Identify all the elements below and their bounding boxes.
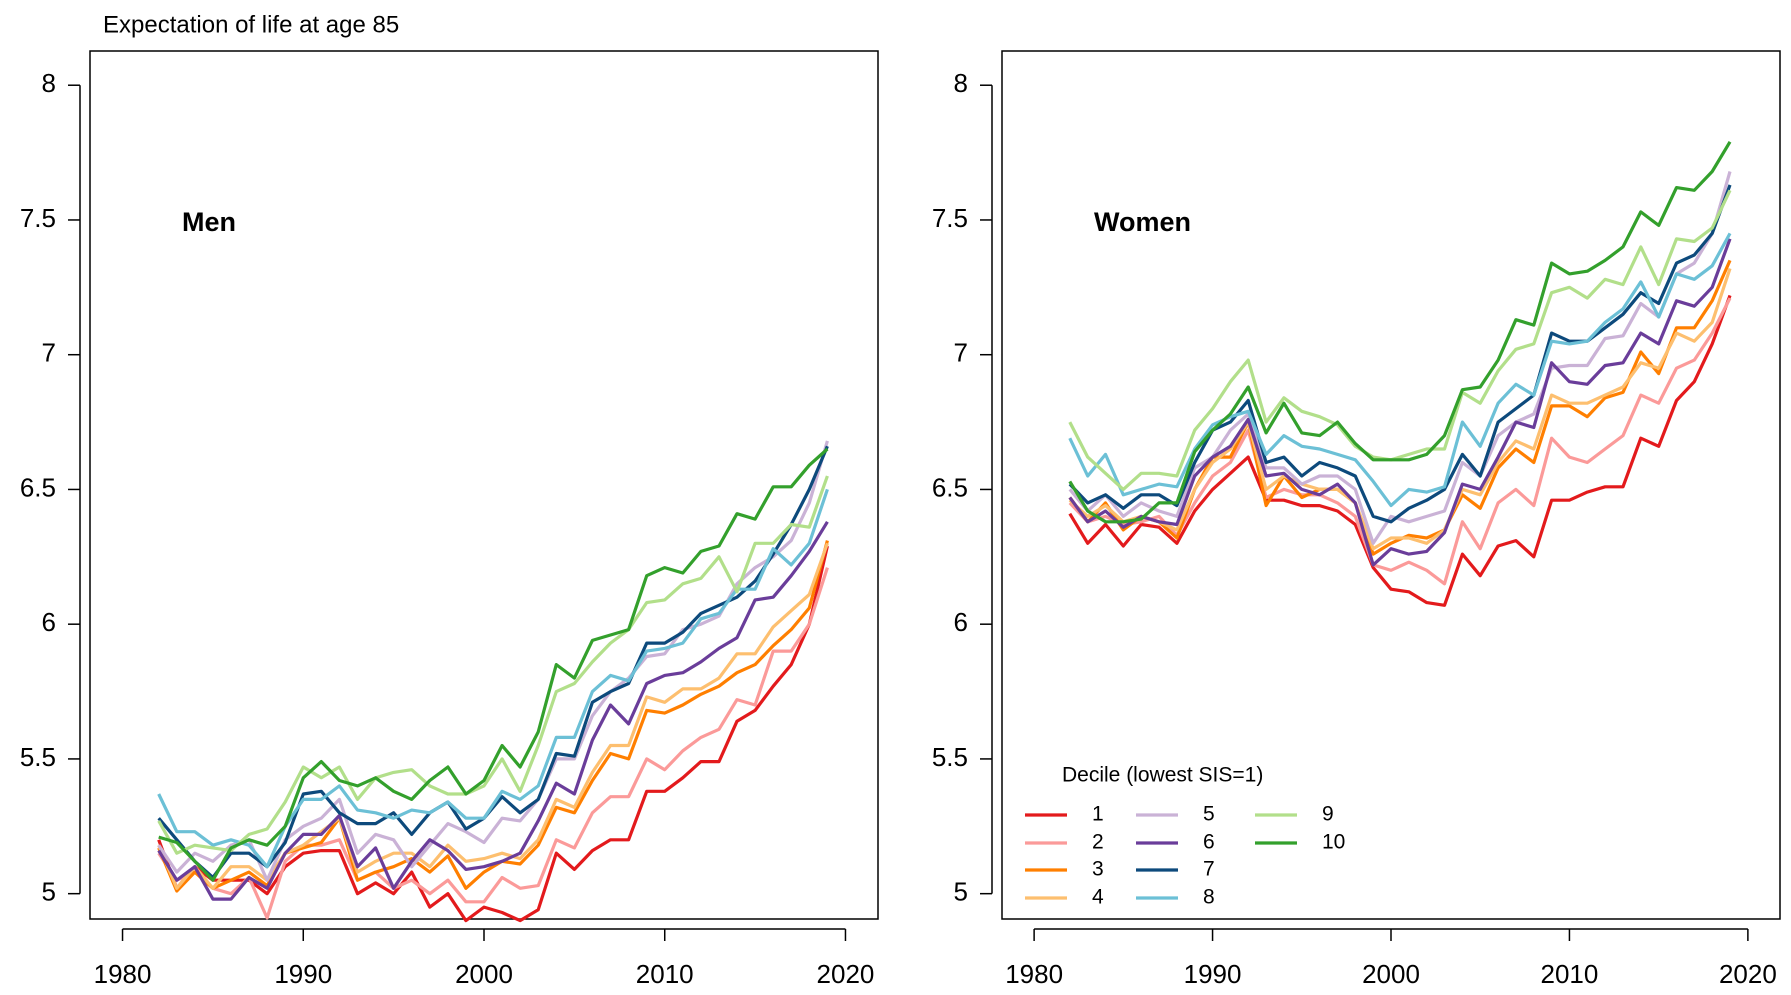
x-tick-label: 2000	[455, 959, 513, 989]
x-tick-label: 2020	[817, 959, 875, 989]
legend-label: 9	[1322, 803, 1334, 826]
legend-label: 4	[1092, 886, 1104, 909]
y-tick-label: 5.5	[932, 742, 968, 772]
series-line	[1068, 232, 1732, 508]
series-line	[157, 520, 829, 901]
legend-label: 1	[1092, 803, 1104, 826]
y-tick-label: 8	[42, 68, 56, 98]
series-line	[1068, 238, 1732, 567]
y-tick-label: 5	[42, 877, 56, 907]
legend-label: 8	[1203, 886, 1215, 909]
x-tick-label: 2010	[1541, 959, 1599, 989]
y-tick-label: 8	[954, 68, 968, 98]
legend-label: 7	[1203, 858, 1215, 881]
chart-title: Expectation of life at age 85	[103, 11, 399, 38]
series-line	[1068, 294, 1732, 607]
legend-label: 10	[1322, 831, 1345, 854]
x-tick-label: 1980	[94, 959, 152, 989]
x-tick-label: 1990	[1184, 959, 1242, 989]
series-line	[158, 447, 829, 882]
x-tick-label: 1990	[274, 959, 332, 989]
legend-label: 3	[1092, 858, 1104, 881]
y-tick-label: 7.5	[20, 203, 56, 233]
series-line	[157, 440, 829, 882]
plot-frame	[89, 50, 879, 920]
series-line	[1068, 140, 1732, 524]
series-line	[1068, 171, 1732, 545]
y-tick-label: 6	[954, 607, 968, 637]
panel-label: Women	[1094, 207, 1191, 237]
series-line	[157, 545, 829, 923]
legend-label: 2	[1092, 831, 1104, 854]
series-line	[157, 445, 829, 880]
series-line	[1068, 189, 1732, 491]
series-line	[157, 567, 829, 920]
y-tick-label: 6.5	[20, 472, 56, 502]
legend-label: 6	[1203, 831, 1215, 854]
legend-label: 5	[1203, 803, 1215, 826]
y-tick-label: 6.5	[932, 472, 968, 502]
y-tick-label: 5.5	[20, 742, 56, 772]
series-line	[1068, 267, 1732, 551]
y-tick-label: 5	[954, 877, 968, 907]
y-tick-label: 7	[954, 338, 968, 368]
x-tick-label: 1980	[1005, 959, 1063, 989]
x-tick-label: 2020	[1719, 959, 1777, 989]
plot-frame	[1001, 50, 1781, 920]
x-tick-label: 2000	[1362, 959, 1420, 989]
y-tick-label: 7.5	[932, 203, 968, 233]
x-tick-label: 2010	[636, 959, 694, 989]
y-tick-label: 7	[42, 338, 56, 368]
series-line	[157, 475, 829, 855]
series-line	[157, 488, 829, 869]
panel-label: Men	[182, 207, 236, 237]
legend-title: Decile (lowest SIS=1)	[1062, 764, 1263, 787]
y-tick-label: 6	[42, 607, 56, 637]
